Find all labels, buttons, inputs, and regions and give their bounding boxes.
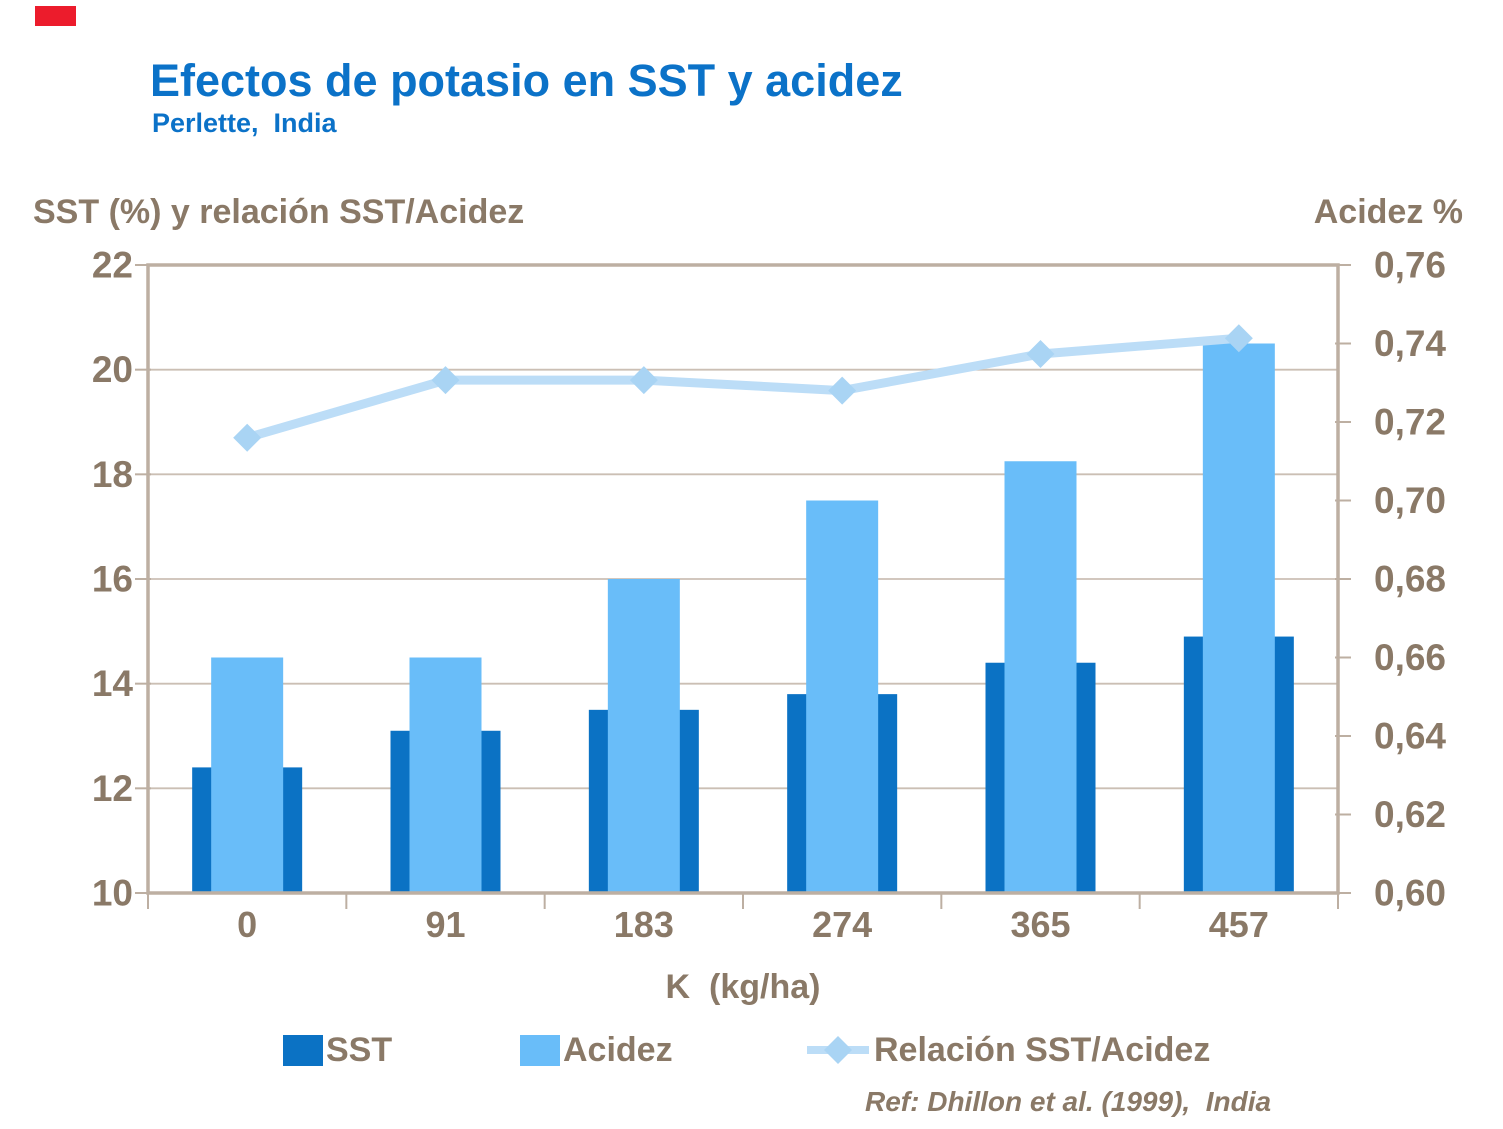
left-tick-label: 22 (92, 245, 133, 286)
legend-label-ratio: Relación SST/Acidez (874, 1030, 1211, 1069)
plot-border (146, 263, 1340, 895)
legend-item-acidez: Acidez (520, 1028, 673, 1072)
ratio-marker-3 (828, 376, 857, 405)
left-tick-label: 20 (92, 349, 133, 390)
ratio-marker-2 (629, 366, 658, 395)
legend-label-sst: SST (326, 1030, 393, 1069)
x-category-label: 0 (237, 904, 257, 945)
ratio-marker-1 (431, 366, 460, 395)
bar-acidez-2 (607, 579, 680, 893)
right-tick-label: 0,76 (1374, 245, 1446, 286)
bar-acidez-3 (806, 500, 879, 893)
acidez-legend-swatch (520, 1034, 560, 1066)
left-tick-label: 16 (92, 559, 133, 600)
chart-subtitle: Perlette, India (152, 108, 337, 138)
left-tick-label: 12 (92, 768, 133, 809)
ratio-line (242, 333, 1244, 443)
right-tick-label: 0,64 (1374, 716, 1446, 757)
left-tick-label: 14 (92, 663, 134, 704)
sst-legend-swatch (283, 1034, 323, 1066)
chart-title: Efectos de potasio en SST y acidez (150, 55, 903, 106)
ratio-marker-5 (1224, 324, 1253, 353)
bar-acidez-5 (1202, 343, 1275, 893)
right-axis-title: Acidez % (1313, 193, 1463, 231)
right-tick-label: 0,62 (1374, 794, 1446, 835)
red-accent-mark (35, 6, 76, 26)
x-category-label: 274 (812, 904, 872, 945)
x-category-label: 183 (614, 904, 674, 945)
left-tick-label: 18 (92, 454, 133, 495)
right-tick-label: 0,66 (1374, 637, 1446, 678)
chart-legend: SST Acidez Relación SST/Acidez (0, 1028, 1503, 1072)
right-tick-label: 0,72 (1374, 402, 1446, 443)
ratio-marker-0 (233, 423, 262, 452)
left-axis-title: SST (%) y relación SST/Acidez (33, 193, 525, 231)
bar-acidez-0 (211, 657, 284, 893)
bar-acidez-1 (409, 657, 482, 893)
right-tick-label: 0,68 (1374, 559, 1446, 600)
x-axis-title: K (kg/ha) (665, 968, 821, 1006)
left-tick-label: 10 (92, 873, 133, 914)
ratio-line-marker-icon (807, 1036, 869, 1064)
right-tick-label: 0,74 (1374, 323, 1446, 364)
x-category-label: 457 (1209, 904, 1269, 945)
bar-acidez-4 (1004, 461, 1077, 893)
ratio-marker-4 (1026, 339, 1055, 368)
legend-label-acidez: Acidez (563, 1030, 673, 1069)
reference-note: Ref: Dhillon et al. (1999), India (865, 1086, 1272, 1117)
legend-item-ratio: Relación SST/Acidez (805, 1028, 1210, 1072)
legend-item-sst: SST (283, 1028, 392, 1072)
x-category-label: 365 (1010, 904, 1070, 945)
x-category-label: 91 (425, 904, 465, 945)
right-tick-label: 0,70 (1374, 480, 1446, 521)
right-tick-label: 0,60 (1374, 873, 1446, 914)
